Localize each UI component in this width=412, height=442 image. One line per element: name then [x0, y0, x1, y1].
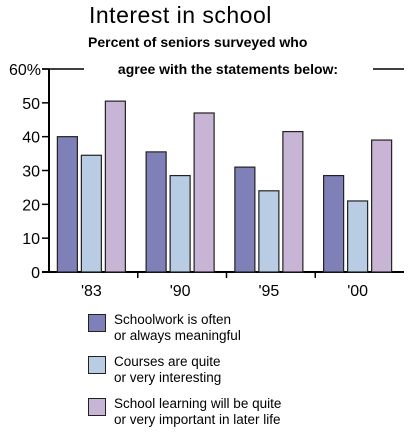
legend: Schoolwork is often or always meaningful…	[88, 312, 281, 438]
bar-3-1	[347, 200, 369, 273]
bar-2-1	[258, 190, 280, 273]
x-tick-label: '83	[81, 283, 102, 300]
y-tick-label: 40	[22, 130, 40, 147]
bar-3-2	[371, 139, 393, 273]
chart-title: Interest in school	[89, 2, 272, 28]
bar-3-0	[323, 174, 345, 273]
x-tick-label: '90	[170, 283, 191, 300]
chart-subtitle-line-2: agree with the statements below:	[118, 61, 338, 77]
y-tick-label: 0	[31, 265, 40, 282]
chart-subtitle-line-1: Percent of seniors surveyed who	[88, 34, 308, 50]
bar-0-0	[56, 136, 78, 273]
y-tick-label: 30	[22, 164, 40, 181]
x-tick-label: '00	[347, 283, 368, 300]
legend-swatch-interesting	[88, 356, 106, 374]
bar-2-0	[234, 166, 256, 273]
y-tick-label: 50	[22, 96, 40, 113]
legend-item-meaningful: Schoolwork is often or always meaningful	[88, 312, 281, 344]
legend-label-meaningful: Schoolwork is often or always meaningful	[114, 312, 241, 343]
bar-0-1	[80, 154, 102, 273]
y-tick-label: 10	[22, 231, 40, 248]
y-tick-label: 60%	[9, 62, 41, 79]
legend-item-interesting: Courses are quite or very interesting	[88, 354, 281, 386]
legend-swatch-meaningful	[88, 314, 106, 332]
legend-label-interesting: Courses are quite or very interesting	[114, 354, 222, 385]
bar-1-1	[169, 174, 191, 273]
legend-item-important: School learning will be quite or very im…	[88, 396, 281, 428]
bar-0-2	[104, 100, 126, 273]
bar-2-2	[282, 130, 304, 273]
legend-swatch-important	[88, 398, 106, 416]
y-tick-label: 20	[22, 197, 40, 214]
bar-1-2	[193, 112, 215, 273]
x-tick-label: '95	[258, 283, 279, 300]
bar-1-0	[145, 151, 167, 273]
legend-label-important: School learning will be quite or very im…	[114, 396, 282, 427]
